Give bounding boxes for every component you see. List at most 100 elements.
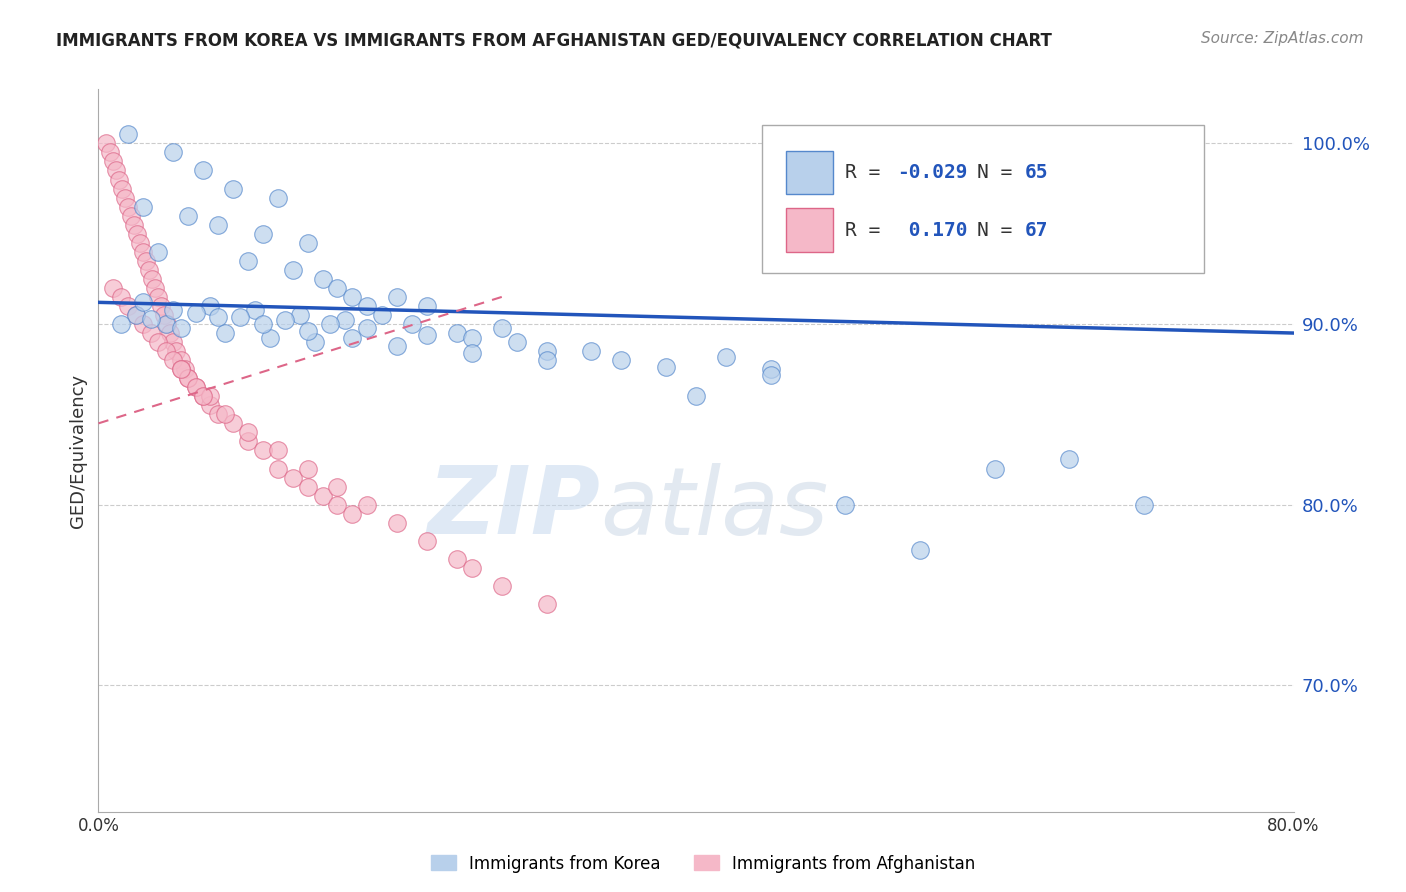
Point [326, 281, 349, 295]
Point [311, 272, 333, 286]
Point [834, 498, 856, 512]
Point [536, 597, 558, 611]
Point [1133, 498, 1156, 512]
Point [267, 443, 290, 458]
Point [200, 398, 222, 412]
Point [356, 498, 378, 512]
Point [98, 145, 122, 160]
Point [162, 353, 184, 368]
Point [103, 281, 125, 295]
Point [214, 407, 236, 422]
Point [150, 299, 173, 313]
Point [371, 308, 394, 322]
Point [139, 311, 162, 326]
Point [491, 579, 513, 593]
Point [200, 389, 222, 403]
Point [214, 326, 236, 340]
Point [174, 362, 197, 376]
Point [169, 362, 191, 376]
Text: Source: ZipAtlas.com: Source: ZipAtlas.com [1201, 31, 1364, 46]
Point [138, 263, 160, 277]
Point [229, 310, 252, 324]
Point [267, 191, 290, 205]
Point [461, 331, 484, 345]
Point [259, 331, 281, 345]
Text: N =: N = [977, 220, 1024, 240]
Point [207, 218, 229, 232]
Point [446, 552, 468, 566]
Point [759, 362, 782, 376]
Point [125, 308, 148, 322]
Point [319, 317, 342, 331]
Y-axis label: GED/Equivalency: GED/Equivalency [69, 374, 87, 527]
Point [139, 326, 162, 340]
Point [759, 368, 782, 382]
Point [252, 317, 274, 331]
Point [156, 317, 179, 331]
Point [169, 353, 191, 368]
Point [252, 443, 274, 458]
Point [103, 154, 125, 169]
Point [169, 362, 191, 376]
Point [385, 290, 409, 304]
Point [132, 200, 155, 214]
Point [342, 507, 364, 521]
Point [191, 389, 214, 403]
Point [132, 244, 155, 259]
Point [132, 295, 155, 310]
Point [685, 389, 707, 403]
Point [94, 136, 117, 151]
Text: 67: 67 [1025, 220, 1047, 240]
Point [177, 371, 200, 385]
Point [446, 326, 468, 340]
Point [714, 350, 737, 364]
Point [252, 227, 274, 241]
Point [117, 299, 139, 313]
Point [297, 461, 319, 475]
Point [159, 326, 181, 340]
Point [184, 306, 207, 320]
Point [274, 313, 297, 327]
Point [281, 263, 304, 277]
Point [135, 253, 157, 268]
Point [124, 218, 146, 232]
Point [326, 498, 349, 512]
Point [155, 317, 177, 331]
Point [153, 308, 176, 322]
Point [416, 327, 439, 342]
Point [236, 425, 259, 440]
Text: atlas: atlas [600, 463, 828, 554]
FancyBboxPatch shape [786, 151, 834, 194]
Text: R =: R = [845, 162, 893, 182]
Point [297, 480, 319, 494]
Point [191, 163, 214, 178]
Point [120, 209, 142, 223]
Point [416, 299, 439, 313]
Point [148, 335, 170, 350]
Point [655, 360, 678, 375]
Point [385, 339, 409, 353]
Point [401, 317, 423, 331]
Point [581, 344, 603, 359]
Point [1059, 452, 1081, 467]
Point [165, 344, 187, 359]
Point [984, 461, 1007, 475]
FancyBboxPatch shape [786, 209, 834, 252]
Point [222, 181, 245, 195]
Legend: Immigrants from Korea, Immigrants from Afghanistan: Immigrants from Korea, Immigrants from A… [425, 848, 981, 880]
Point [356, 299, 378, 313]
Text: 65: 65 [1025, 162, 1047, 182]
Point [222, 417, 245, 431]
Point [184, 380, 207, 394]
Point [117, 200, 139, 214]
Point [416, 533, 439, 548]
Point [326, 480, 349, 494]
Point [356, 320, 378, 334]
Point [162, 302, 184, 317]
Point [125, 308, 148, 322]
Point [461, 561, 484, 575]
Point [117, 128, 139, 142]
Point [342, 290, 364, 304]
Point [162, 145, 184, 160]
Point [110, 317, 132, 331]
